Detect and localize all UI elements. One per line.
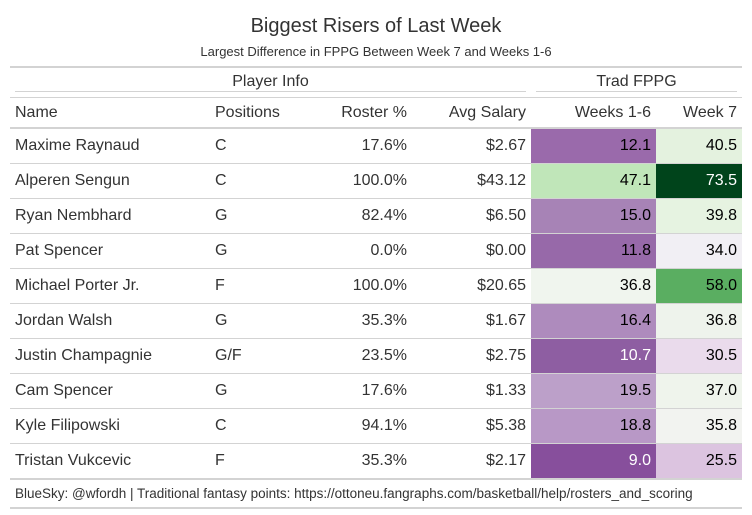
weeks-1-6-cell: 11.8 xyxy=(531,233,656,269)
weeks-1-6-cell: 9.0 xyxy=(531,443,656,478)
salary-cell: $5.38 xyxy=(412,408,531,444)
col-header-positions: Positions xyxy=(210,97,300,129)
table-subtitle: Largest Difference in FPPG Between Week … xyxy=(10,38,742,68)
positions-cell: G xyxy=(210,198,300,234)
player-name: Maxime Raynaud xyxy=(10,127,210,164)
roster-cell: 17.6% xyxy=(300,373,412,409)
table-row: Justin Champagnie G/F 23.5% $2.75 10.7 30.5 xyxy=(10,338,742,374)
week-7-cell: 35.8 xyxy=(656,408,742,444)
table-row: Tristan Vukcevic F 35.3% $2.17 9.0 25.5 xyxy=(10,443,742,478)
positions-cell: C xyxy=(210,163,300,199)
col-header-salary: Avg Salary xyxy=(412,97,531,129)
player-name: Michael Porter Jr. xyxy=(10,268,210,304)
table-footer: BlueSky: @wfordh | Traditional fantasy p… xyxy=(10,478,742,509)
salary-cell: $20.65 xyxy=(412,268,531,304)
roster-cell: 35.3% xyxy=(300,303,412,339)
salary-cell: $2.67 xyxy=(412,127,531,164)
table-row: Jordan Walsh G 35.3% $1.67 16.4 36.8 xyxy=(10,303,742,339)
salary-cell: $0.00 xyxy=(412,233,531,269)
player-name: Kyle Filipowski xyxy=(10,408,210,444)
roster-cell: 94.1% xyxy=(300,408,412,444)
spanner-player-info: Player Info xyxy=(10,68,531,98)
roster-cell: 35.3% xyxy=(300,443,412,478)
risers-table: Player Info Trad FPPG Name Positions Ros… xyxy=(10,68,742,478)
positions-cell: C xyxy=(210,408,300,444)
table-row: Ryan Nembhard G 82.4% $6.50 15.0 39.8 xyxy=(10,198,742,234)
player-name: Ryan Nembhard xyxy=(10,198,210,234)
roster-cell: 17.6% xyxy=(300,127,412,164)
salary-cell: $1.67 xyxy=(412,303,531,339)
weeks-1-6-cell: 18.8 xyxy=(531,408,656,444)
weeks-1-6-cell: 15.0 xyxy=(531,198,656,234)
col-header-name: Name xyxy=(10,97,210,129)
week-7-cell: 34.0 xyxy=(656,233,742,269)
weeks-1-6-cell: 36.8 xyxy=(531,268,656,304)
player-name: Jordan Walsh xyxy=(10,303,210,339)
salary-cell: $6.50 xyxy=(412,198,531,234)
positions-cell: F xyxy=(210,443,300,478)
salary-cell: $2.75 xyxy=(412,338,531,374)
table-row: Cam Spencer G 17.6% $1.33 19.5 37.0 xyxy=(10,373,742,409)
spanner-trad-fppg: Trad FPPG xyxy=(531,68,742,98)
table-container: Biggest Risers of Last Week Largest Diff… xyxy=(10,8,742,509)
weeks-1-6-cell: 16.4 xyxy=(531,303,656,339)
col-header-week-7: Week 7 xyxy=(656,97,742,129)
positions-cell: G/F xyxy=(210,338,300,374)
table-row: Kyle Filipowski C 94.1% $5.38 18.8 35.8 xyxy=(10,408,742,444)
roster-cell: 82.4% xyxy=(300,198,412,234)
table-row: Pat Spencer G 0.0% $0.00 11.8 34.0 xyxy=(10,233,742,269)
week-7-cell: 30.5 xyxy=(656,338,742,374)
col-header-roster: Roster % xyxy=(300,97,412,129)
weeks-1-6-cell: 19.5 xyxy=(531,373,656,409)
player-name: Pat Spencer xyxy=(10,233,210,269)
roster-cell: 100.0% xyxy=(300,268,412,304)
week-7-cell: 37.0 xyxy=(656,373,742,409)
week-7-cell: 25.5 xyxy=(656,443,742,478)
positions-cell: G xyxy=(210,373,300,409)
positions-cell: F xyxy=(210,268,300,304)
player-name: Tristan Vukcevic xyxy=(10,443,210,478)
positions-cell: G xyxy=(210,233,300,269)
week-7-cell: 39.8 xyxy=(656,198,742,234)
positions-cell: G xyxy=(210,303,300,339)
player-name: Cam Spencer xyxy=(10,373,210,409)
week-7-cell: 58.0 xyxy=(656,268,742,304)
player-name: Alperen Sengun xyxy=(10,163,210,199)
table-row: Maxime Raynaud C 17.6% $2.67 12.1 40.5 xyxy=(10,127,742,164)
table-row: Michael Porter Jr. F 100.0% $20.65 36.8 58.0 xyxy=(10,268,742,304)
table-row: Alperen Sengun C 100.0% $43.12 47.1 73.5 xyxy=(10,163,742,199)
week-7-cell: 36.8 xyxy=(656,303,742,339)
player-name: Justin Champagnie xyxy=(10,338,210,374)
table-title: Biggest Risers of Last Week xyxy=(250,15,502,37)
positions-cell: C xyxy=(210,127,300,164)
roster-cell: 23.5% xyxy=(300,338,412,374)
week-7-cell: 73.5 xyxy=(656,163,742,199)
roster-cell: 0.0% xyxy=(300,233,412,269)
salary-cell: $43.12 xyxy=(412,163,531,199)
weeks-1-6-cell: 47.1 xyxy=(531,163,656,199)
weeks-1-6-cell: 12.1 xyxy=(531,127,656,164)
salary-cell: $2.17 xyxy=(412,443,531,478)
week-7-cell: 40.5 xyxy=(656,127,742,164)
weeks-1-6-cell: 10.7 xyxy=(531,338,656,374)
roster-cell: 100.0% xyxy=(300,163,412,199)
col-header-weeks-1-6: Weeks 1-6 xyxy=(531,97,656,129)
salary-cell: $1.33 xyxy=(412,373,531,409)
